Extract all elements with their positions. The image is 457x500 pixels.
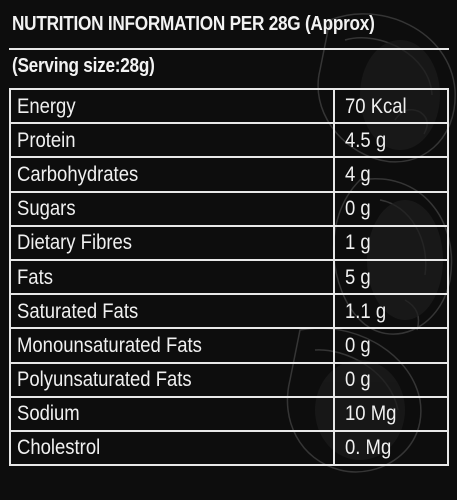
nutrient-name: Carbohydrates (9, 156, 335, 193)
nutrient-value: 70 Kcal (333, 87, 449, 125)
nutrient-value: 1 g (333, 224, 449, 261)
nutrient-value: 10 Mg (333, 395, 449, 432)
nutrient-value: 4.5 g (333, 122, 449, 159)
table-row: Fats 5 g (9, 258, 449, 296)
nutrition-table: Energy 70 Kcal Protein 4.5 g Carbohydrat… (9, 87, 449, 467)
table-row: Monounsaturated Fats 0 g (9, 327, 449, 364)
table-row: Carbohydrates 4 g (9, 156, 449, 193)
nutrient-value: 0 g (333, 190, 449, 227)
table-row: Saturated Fats 1.1 g (9, 293, 449, 330)
table-row: Sodium 10 Mg (9, 395, 449, 432)
nutrient-name: Fats (9, 258, 335, 296)
table-row: Dietary Fibres 1 g (9, 224, 449, 261)
table-row: Protein 4.5 g (9, 122, 449, 159)
nutrient-name: Polyunsaturated Fats (9, 361, 335, 398)
nutrient-name: Sugars (9, 190, 335, 227)
nutrient-value: 0 g (333, 327, 449, 364)
nutrient-name: Energy (9, 87, 335, 125)
nutrient-name: Saturated Fats (9, 293, 335, 330)
nutrient-value: 1.1 g (333, 293, 449, 330)
table-row: Cholestrol 0. Mg (9, 429, 449, 467)
table-row: Sugars 0 g (9, 190, 449, 227)
header-divider (9, 48, 449, 50)
nutrient-value: 5 g (333, 258, 449, 296)
nutrient-name: Cholestrol (9, 429, 335, 467)
nutrient-value: 4 g (333, 156, 449, 193)
nutrient-name: Protein (9, 122, 335, 159)
nutrient-value: 0 g (333, 361, 449, 398)
table-row: Polyunsaturated Fats 0 g (9, 361, 449, 398)
nutrient-name: Dietary Fibres (9, 224, 335, 261)
nutrient-name: Sodium (9, 395, 335, 432)
serving-size: (Serving size:28g) (12, 55, 155, 77)
table-row: Energy 70 Kcal (9, 87, 449, 125)
nutrient-name: Monounsaturated Fats (9, 327, 335, 364)
label-title: NUTRITION INFORMATION PER 28G (Approx) (12, 13, 375, 35)
nutrient-value: 0. Mg (333, 429, 449, 467)
